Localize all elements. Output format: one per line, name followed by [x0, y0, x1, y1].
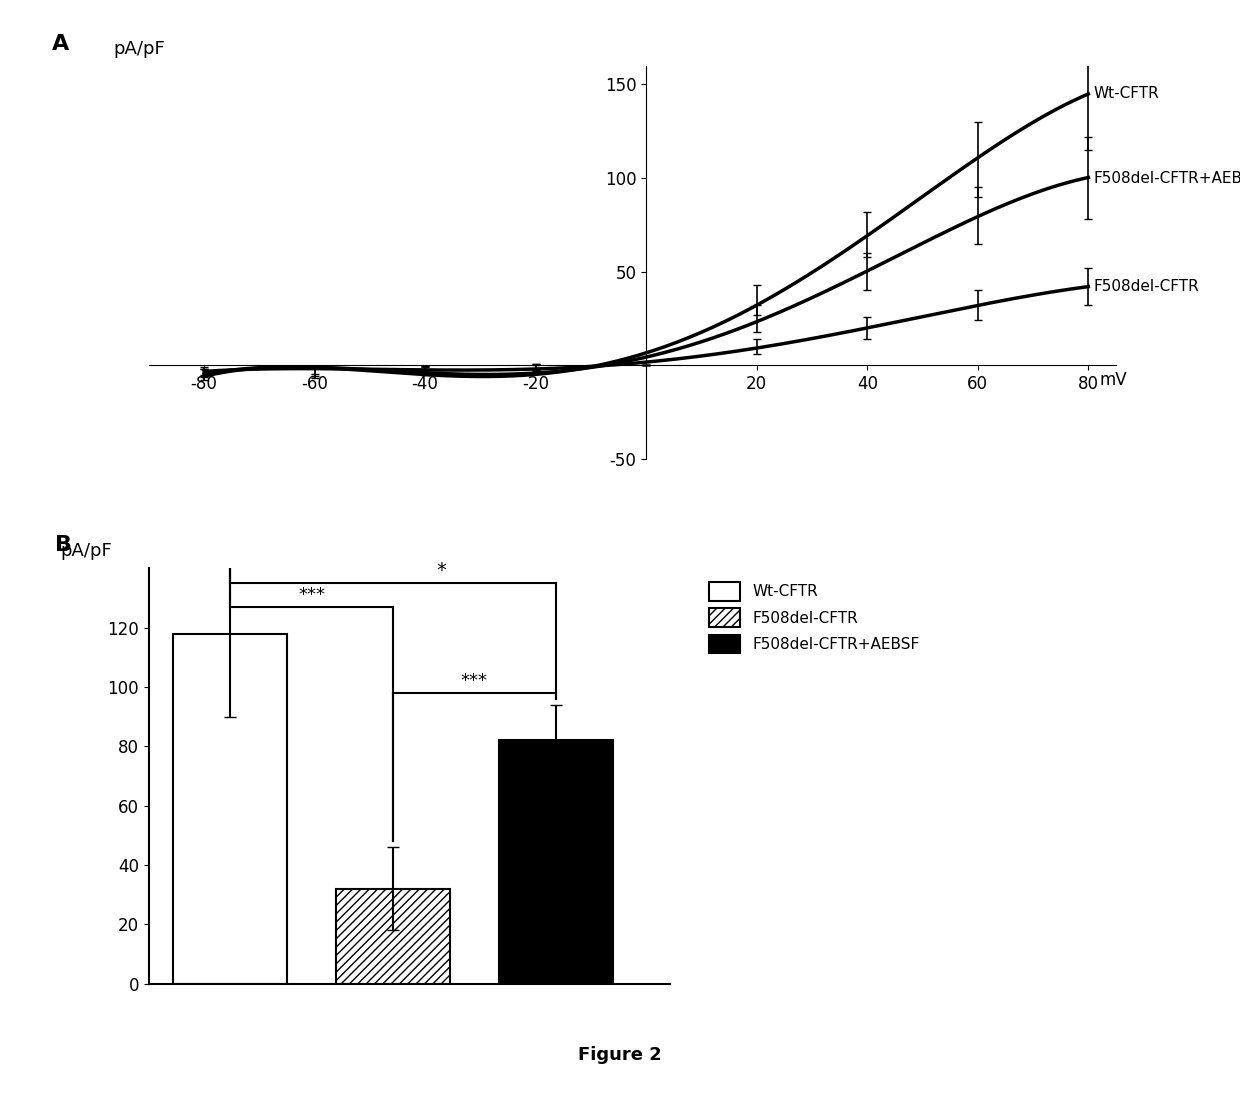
Bar	[498, 740, 613, 984]
Text: F508del-CFTR: F508del-CFTR	[1094, 279, 1199, 294]
Text: Wt-CFTR: Wt-CFTR	[1094, 86, 1159, 102]
Legend: Wt-CFTR, F508del-CFTR, F508del-CFTR+AEBSF: Wt-CFTR, F508del-CFTR, F508del-CFTR+AEBS…	[703, 576, 925, 659]
Text: Figure 2: Figure 2	[578, 1046, 662, 1065]
Text: ***: ***	[298, 586, 325, 604]
Y-axis label: pA/pF: pA/pF	[113, 39, 165, 58]
Bar	[336, 889, 450, 984]
Text: ***: ***	[461, 672, 487, 690]
Text: B: B	[55, 536, 72, 555]
Text: A: A	[52, 34, 69, 54]
Text: F508del-CFTR+AEBSF: F508del-CFTR+AEBSF	[1094, 171, 1240, 186]
Y-axis label: pA/pF: pA/pF	[61, 542, 112, 560]
Text: mV: mV	[1100, 371, 1127, 389]
Text: *: *	[436, 561, 446, 580]
Bar	[174, 634, 288, 984]
